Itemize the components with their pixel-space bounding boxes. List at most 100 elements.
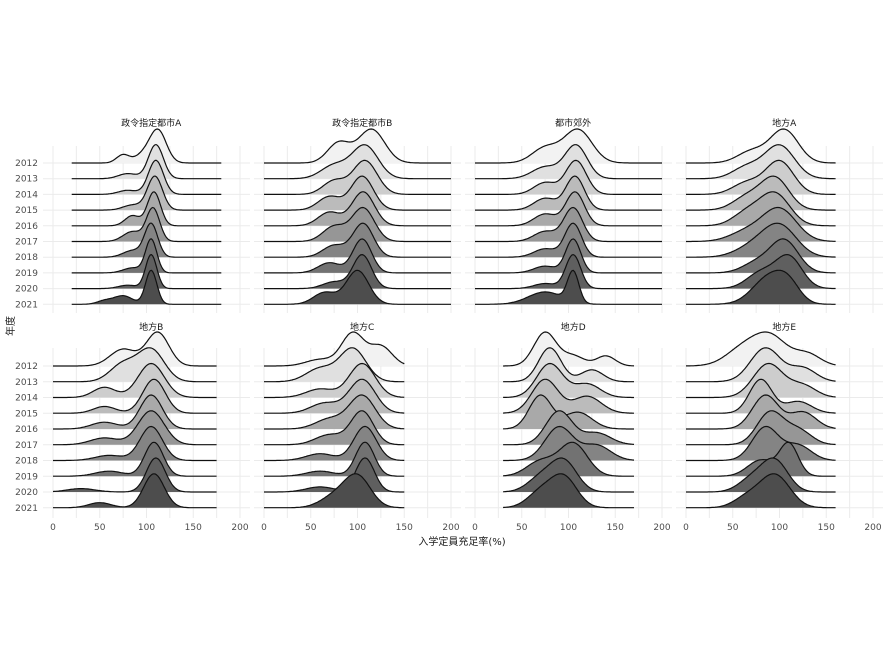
ridge-line-2020	[503, 457, 634, 493]
ridge-line-2017	[264, 410, 405, 446]
ridge-line-2014	[71, 159, 222, 195]
year-tick-label: 2021	[15, 300, 38, 310]
ridge-line-2012	[686, 331, 836, 367]
year-tick-label: 2016	[15, 425, 38, 435]
ridge-fill-2020	[686, 254, 836, 289]
ridge-line-2012	[475, 128, 662, 164]
ridge-line-2020	[264, 457, 405, 493]
x-tick-label: 150	[396, 523, 413, 533]
ridge-line-2017	[53, 410, 217, 446]
y-axis-title: 年度	[4, 316, 17, 336]
ridge-line-2015	[475, 175, 662, 211]
ridge-fill-2019	[475, 238, 662, 273]
ridge-fill-2019	[264, 238, 451, 273]
ridge-line-2019	[53, 441, 217, 477]
facet-strip-title: 地方C	[350, 321, 374, 333]
year-tick-label: 2020	[15, 285, 38, 295]
ridge-line-2020	[475, 254, 662, 290]
year-tick-label: 2020	[15, 488, 38, 498]
x-tick-label: 0	[50, 523, 56, 533]
facet-strip-title: 政令指定都市B	[332, 117, 392, 129]
ridge-fill-2018	[686, 426, 836, 461]
ridge-fill-2017	[686, 207, 836, 242]
ridge-fill-2019	[503, 442, 634, 477]
ridge-line-2019	[71, 238, 222, 274]
facet-panel: 地方A	[676, 117, 883, 313]
ridge-line-2018	[686, 425, 836, 462]
x-tick-label: 200	[442, 523, 459, 533]
ridge-line-2021	[71, 269, 222, 305]
ridge-line-2017	[475, 206, 662, 243]
ridge-line-2017	[264, 206, 451, 243]
ridge-line-2021	[264, 269, 451, 305]
ridge-fill-2018	[475, 223, 662, 258]
ridge-line-2014	[503, 362, 634, 399]
ridge-line-2015	[686, 175, 836, 211]
ridge-fill-2016	[686, 395, 836, 429]
ridge-line-2020	[52, 457, 217, 493]
year-tick-label: 2019	[15, 472, 38, 482]
ridge-fill-2013	[686, 347, 836, 382]
ridge-line-2016	[264, 191, 451, 227]
ridge-line-2016	[686, 394, 836, 430]
year-tick-label: 2018	[15, 457, 38, 467]
ridge-line-2018	[475, 222, 662, 258]
ridge-line-2021	[264, 473, 405, 509]
ridge-fill-2020	[264, 458, 405, 492]
ridge-fill-2013	[53, 347, 217, 382]
ridge-line-2012	[71, 128, 222, 164]
facet-strip-title: 地方B	[139, 321, 163, 333]
ridge-fill-2017	[686, 410, 836, 445]
ridge-fill-2021	[475, 270, 662, 305]
ridge-line-2018	[264, 425, 405, 462]
ridge-line-2013	[503, 347, 634, 383]
ridge-fill-2015	[264, 176, 451, 211]
ridge-line-2018	[53, 425, 217, 462]
ridge-fill-2017	[503, 410, 634, 445]
ridge-fill-2016	[686, 191, 836, 226]
ridge-line-2013	[264, 347, 405, 383]
ridge-line-2020	[71, 254, 222, 290]
facet-panels: 政令指定都市A 2012 2013 2014 2015 2016 2017 2018 2019 2…	[15, 117, 883, 533]
ridge-line-2012	[264, 331, 405, 367]
ridge-fill-2016	[71, 191, 222, 226]
ridge-line-2019	[686, 238, 836, 274]
ridge-line-2015	[264, 378, 405, 414]
ridge-line-2014	[686, 362, 836, 399]
ridge-line-2014	[686, 159, 836, 195]
ridge-fill-2016	[475, 191, 662, 226]
ridge-line-2016	[53, 394, 217, 430]
x-tick-label: 50	[516, 523, 528, 533]
ridge-fill-2017	[475, 207, 662, 242]
ridge-fill-2014	[53, 363, 217, 398]
ridge-line-2015	[53, 378, 217, 414]
ridge-fill-2018	[264, 223, 451, 258]
ridge-line-2016	[686, 191, 836, 227]
x-tick-label: 150	[818, 523, 835, 533]
x-tick-label: 50	[94, 523, 106, 533]
year-tick-label: 2014	[15, 190, 38, 200]
ridge-fill-2012	[503, 332, 634, 366]
ridge-line-2015	[686, 378, 836, 414]
ridge-fill-2014	[264, 160, 451, 195]
ridge-fill-2014	[475, 160, 662, 195]
ridge-fill-2019	[686, 442, 836, 477]
ridge-fill-2012	[264, 129, 451, 163]
year-tick-label: 2013	[15, 175, 38, 185]
year-tick-label: 2016	[15, 222, 38, 232]
ridge-line-2017	[686, 206, 836, 243]
ridge-fill-2021	[686, 270, 836, 305]
facet-strip-title: 地方D	[561, 321, 586, 333]
facet-panel: 地方D 0 50 100 150 200	[465, 321, 672, 533]
ridge-line-2021	[686, 269, 836, 305]
x-tick-label: 50	[305, 523, 317, 533]
x-tick-label: 100	[349, 523, 366, 533]
x-axis-title: 入学定員充足率(%)	[418, 535, 505, 548]
ridge-fill-2019	[71, 238, 222, 273]
ridge-line-2014	[475, 159, 662, 195]
ridge-line-2016	[264, 394, 405, 430]
ridge-fill-2015	[71, 176, 222, 211]
ridge-line-2021	[686, 473, 836, 509]
x-tick-label: 200	[231, 523, 248, 533]
x-tick-label: 0	[683, 523, 689, 533]
